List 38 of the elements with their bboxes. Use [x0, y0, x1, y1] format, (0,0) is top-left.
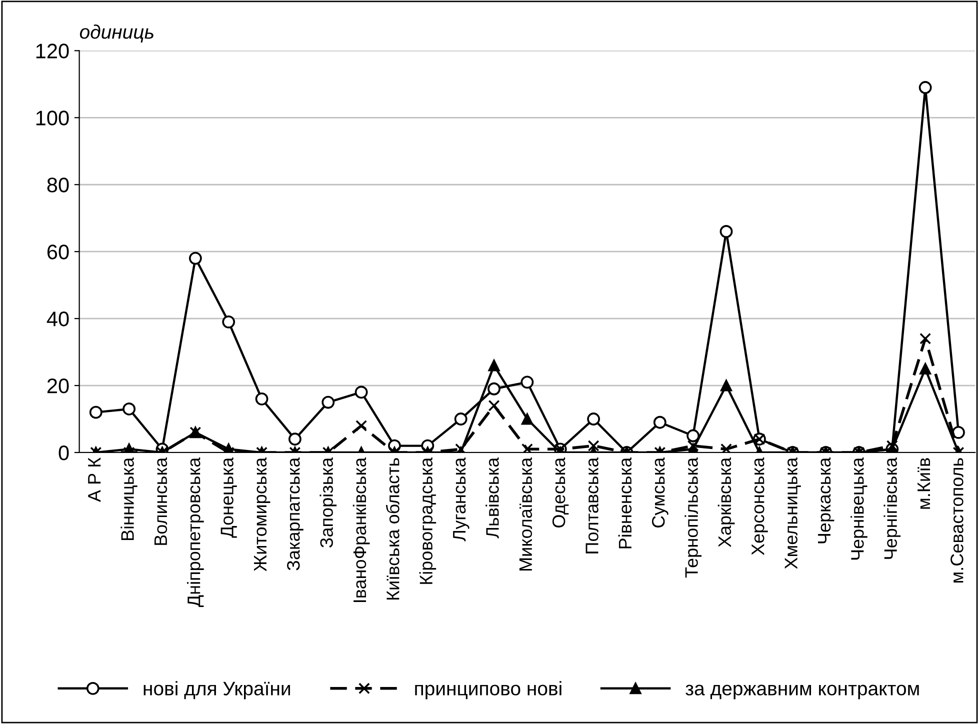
- y-tick-label: 0: [58, 446, 69, 460]
- x-tick-label: Запорізька: [320, 457, 337, 548]
- x-tick-label: Одеська: [552, 457, 569, 528]
- x-tick-label: Луганська: [453, 457, 470, 542]
- x-tick-label: Хмельницька: [784, 457, 801, 569]
- legend-label: нові для України: [144, 681, 290, 700]
- x-tick-label: Тернопільська: [684, 457, 702, 578]
- y-axis-title: одиниць: [80, 24, 154, 42]
- x-tick-label: Дніпропетровська: [187, 457, 204, 608]
- x-tick-label: Херсонська: [752, 457, 768, 556]
- x-tick-label: Сумська: [652, 457, 668, 528]
- y-tick-label: 120: [36, 44, 69, 58]
- y-tick-label: 100: [36, 110, 69, 126]
- x-tick-label: ІваноФранківська: [352, 457, 370, 602]
- x-tick-label: Львівська: [486, 457, 499, 538]
- y-tick-label: 60: [47, 244, 69, 260]
- x-tick-label: Волинська: [154, 457, 168, 545]
- x-tick-label: Закарпатська: [287, 457, 304, 570]
- y-tick-label: 20: [47, 378, 69, 394]
- x-tick-label: м.Київ: [918, 458, 930, 509]
- x-tick-label: Чернігівська: [884, 457, 901, 559]
- x-tick-label: Житомирська: [254, 457, 270, 572]
- x-tick-label: Черкаська: [818, 457, 834, 544]
- x-tick-label: Кіровоградська: [419, 457, 436, 584]
- legend-label: за державним контрактом: [686, 684, 919, 700]
- x-tick-label: Київська область: [386, 458, 400, 600]
- y-tick-label: 80: [47, 178, 69, 192]
- x-tick-label: А Р К: [88, 457, 101, 502]
- x-tick-label: Полтавська: [586, 457, 598, 554]
- x-tick-label: м.Севастополь: [950, 458, 964, 583]
- x-tick-label: Донецька: [220, 457, 237, 538]
- x-tick-label: Харківська: [718, 457, 735, 548]
- x-tick-label: Рівненська: [618, 457, 632, 548]
- x-tick-label: Чернівецька: [850, 457, 868, 560]
- legend-label: принципово нові: [415, 681, 562, 700]
- y-tick-label: 40: [46, 312, 69, 326]
- x-tick-label: Вінницька: [120, 457, 138, 540]
- x-tick-label: Миколаївська: [519, 457, 532, 570]
